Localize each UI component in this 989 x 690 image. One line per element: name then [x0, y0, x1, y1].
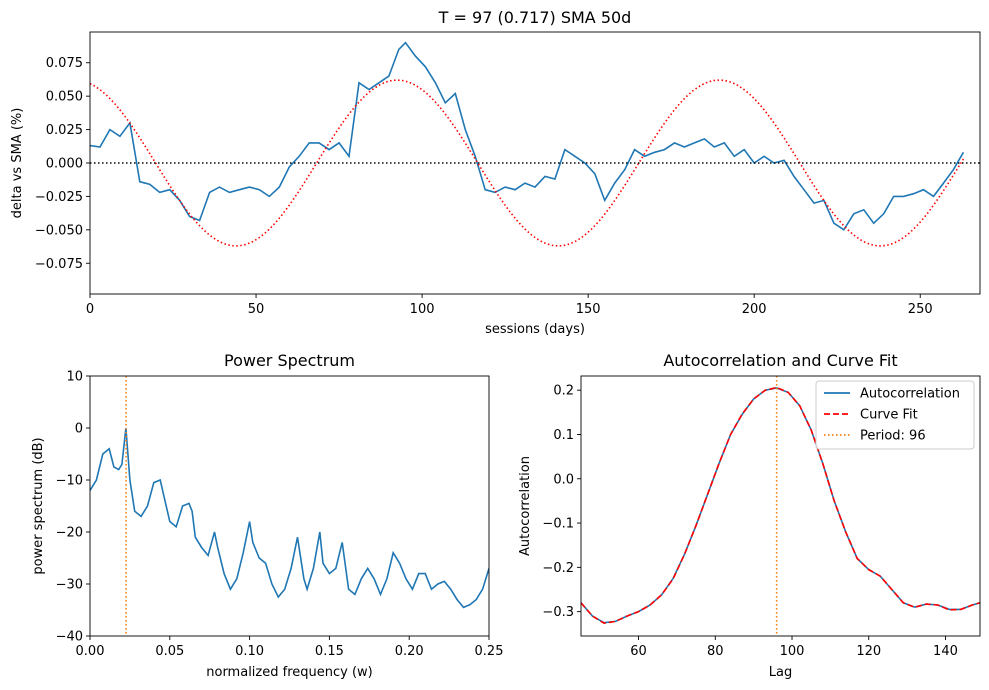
legend-label: Curve Fit — [860, 408, 918, 423]
y-tick-label: −0.025 — [35, 190, 83, 205]
chart-title: T = 97 (0.717) SMA 50d — [438, 8, 632, 27]
y-tick-label: −40 — [56, 630, 83, 645]
series-line-0 — [90, 427, 489, 609]
y-axis-label: power spectrum (dB) — [31, 437, 46, 574]
y-tick-label: 0.2 — [553, 384, 574, 399]
legend-label: Period: 96 — [860, 429, 926, 444]
y-tick-label: −0.050 — [35, 223, 83, 238]
y-tick-label: −0.2 — [542, 561, 574, 576]
power-spectrum-panel: 0.00 0.05 0.10 0.15 0.20 0.25 −40 −30 −20 −10 0 10 P… — [31, 351, 503, 680]
y-tick-label: −30 — [56, 578, 83, 593]
autocorrelation-panel: 60 80 100 120 140 −0.3 −0.2 −0.1 0.0 0.1 0.2 Autoco… — [518, 351, 981, 680]
y-tick-label: −0.075 — [35, 257, 83, 272]
y-tick-label: 0.025 — [46, 123, 83, 138]
x-tick-label: 0.05 — [155, 644, 184, 659]
series-line-1 — [581, 386, 980, 625]
y-tick-label: 0.050 — [46, 90, 83, 105]
y-tick-label: 0.0 — [553, 472, 574, 487]
x-tick-label: 120 — [856, 644, 881, 659]
time-series-panel: 0 50 100 150 200 250 −0.075 −0.050 −0.025 0.000 0.… — [10, 8, 981, 337]
y-tick-label: 0 — [75, 422, 83, 437]
y-axis-label: Autocorrelation — [518, 456, 533, 556]
x-tick-label: 0 — [86, 302, 94, 317]
y-tick-label: −20 — [56, 526, 83, 541]
series-line-0 — [90, 41, 965, 231]
x-axis-label: normalized frequency (w) — [206, 665, 372, 680]
plot-area — [90, 376, 489, 636]
axes-frame — [580, 375, 981, 637]
y-tick-label: 0.1 — [553, 428, 574, 443]
axes-frame — [89, 375, 490, 637]
x-axis-label: Lag — [769, 665, 792, 680]
x-tick-label: 250 — [908, 302, 933, 317]
chart-title: Autocorrelation and Curve Fit — [663, 351, 897, 370]
x-tick-label: 0.10 — [235, 644, 264, 659]
x-tick-label: 80 — [707, 644, 724, 659]
legend-box — [815, 380, 975, 450]
y-tick-label: −0.1 — [542, 517, 574, 532]
legend: Autocorrelation Curve Fit Period: 96 — [815, 380, 975, 450]
x-tick-label: 150 — [576, 302, 601, 317]
x-tick-label: 0.00 — [76, 644, 105, 659]
y-axis-label: delta vs SMA (%) — [10, 108, 25, 219]
y-tick-label: 10 — [66, 370, 83, 385]
y-tick-label: −0.3 — [542, 605, 574, 620]
x-tick-label: 0.15 — [315, 644, 344, 659]
plot-area — [581, 376, 980, 636]
plot-area — [90, 41, 980, 247]
chart-title: Power Spectrum — [224, 351, 355, 370]
x-tick-label: 60 — [630, 644, 647, 659]
y-tick-label: 0.000 — [46, 157, 83, 172]
x-tick-label: 100 — [410, 302, 435, 317]
x-tick-label: 50 — [248, 302, 265, 317]
x-tick-label: 0.25 — [475, 644, 504, 659]
x-tick-label: 140 — [933, 644, 958, 659]
x-tick-label: 200 — [742, 302, 767, 317]
y-tick-label: 0.075 — [46, 56, 83, 71]
x-axis-label: sessions (days) — [485, 322, 585, 337]
y-tick-label: −10 — [56, 474, 83, 489]
legend-label: Autocorrelation — [860, 387, 960, 402]
x-tick-label: 0.20 — [395, 644, 424, 659]
x-tick-label: 100 — [780, 644, 805, 659]
